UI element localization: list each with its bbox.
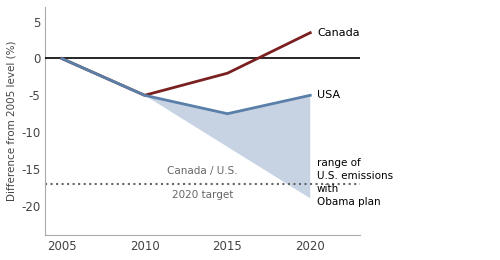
Text: Canada / U.S.: Canada / U.S. — [168, 166, 238, 176]
Polygon shape — [144, 95, 310, 198]
Text: range of
U.S. emissions
with
Obama plan: range of U.S. emissions with Obama plan — [317, 158, 393, 207]
Text: 2020 target: 2020 target — [172, 190, 234, 199]
Y-axis label: Difference from 2005 level (%): Difference from 2005 level (%) — [7, 41, 17, 201]
Text: USA: USA — [317, 90, 340, 100]
Text: Canada: Canada — [317, 28, 360, 38]
